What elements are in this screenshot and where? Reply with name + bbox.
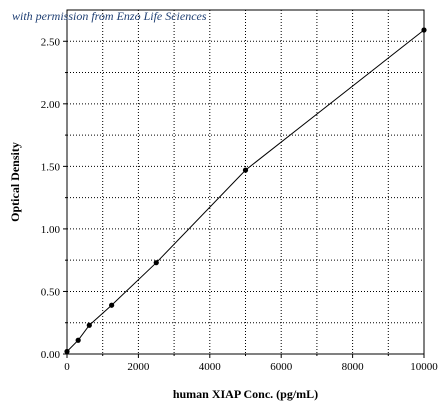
y-axis-title: Optical Density xyxy=(8,142,22,222)
axis-ticks xyxy=(63,40,425,358)
data-point xyxy=(75,337,81,343)
data-points xyxy=(64,27,427,355)
data-point xyxy=(421,27,427,33)
data-point xyxy=(242,167,249,173)
y-tick-label: 0.50 xyxy=(41,286,61,298)
x-tick-label: 8000 xyxy=(342,361,365,373)
y-tick-label: 2.00 xyxy=(41,99,61,111)
permission-note: with permission from Enzo Life Sciences xyxy=(12,9,207,23)
data-point xyxy=(109,302,115,308)
y-tick-labels: 0.00 0.50 1.00 1.50 2.00 2.50 xyxy=(41,36,61,361)
x-tick-label: 0 xyxy=(64,361,70,373)
x-tick-label: 6000 xyxy=(270,361,293,373)
data-point xyxy=(86,322,92,328)
x-axis-title: human XIAP Conc. (pg/mL) xyxy=(173,387,318,401)
grid-lines xyxy=(67,10,424,354)
y-tick-label: 0.00 xyxy=(41,349,61,361)
data-point xyxy=(153,260,159,266)
x-tick-label: 2000 xyxy=(127,361,150,373)
x-tick-labels: 0 2000 4000 6000 8000 10000 xyxy=(64,361,438,373)
y-tick-label: 1.50 xyxy=(41,161,61,173)
x-tick-label: 10000 xyxy=(410,361,438,373)
x-tick-label: 4000 xyxy=(199,361,222,373)
data-point xyxy=(64,348,70,355)
y-tick-label: 1.00 xyxy=(41,224,61,236)
y-tick-label: 2.50 xyxy=(41,36,61,48)
